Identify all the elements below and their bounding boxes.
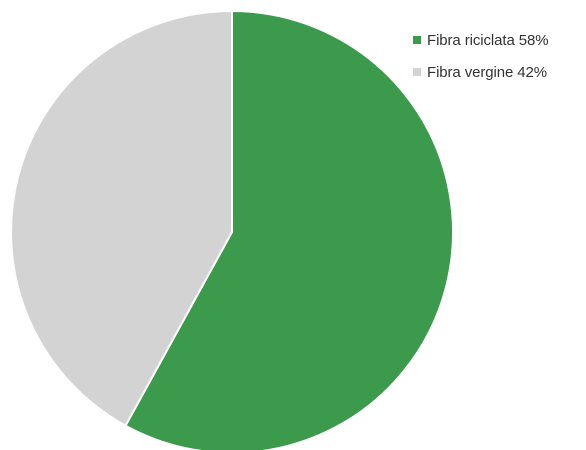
pie-slice-fibra-riciclata xyxy=(124,10,454,450)
legend-swatch-fibra-riciclata xyxy=(413,36,421,44)
pie-slice-fibra-vergine xyxy=(10,10,233,427)
legend-item-fibra-riciclata: Fibra riciclata 58% xyxy=(413,29,549,51)
legend-item-fibra-vergine: Fibra vergine 42% xyxy=(413,61,548,83)
chart-legend: Fibra riciclata 58% Fibra vergine 42% xyxy=(413,29,549,93)
legend-label-fibra-vergine: Fibra vergine 42% xyxy=(427,63,548,81)
legend-label-fibra-riciclata: Fibra riciclata 58% xyxy=(427,31,549,49)
legend-swatch-fibra-vergine xyxy=(413,68,421,76)
